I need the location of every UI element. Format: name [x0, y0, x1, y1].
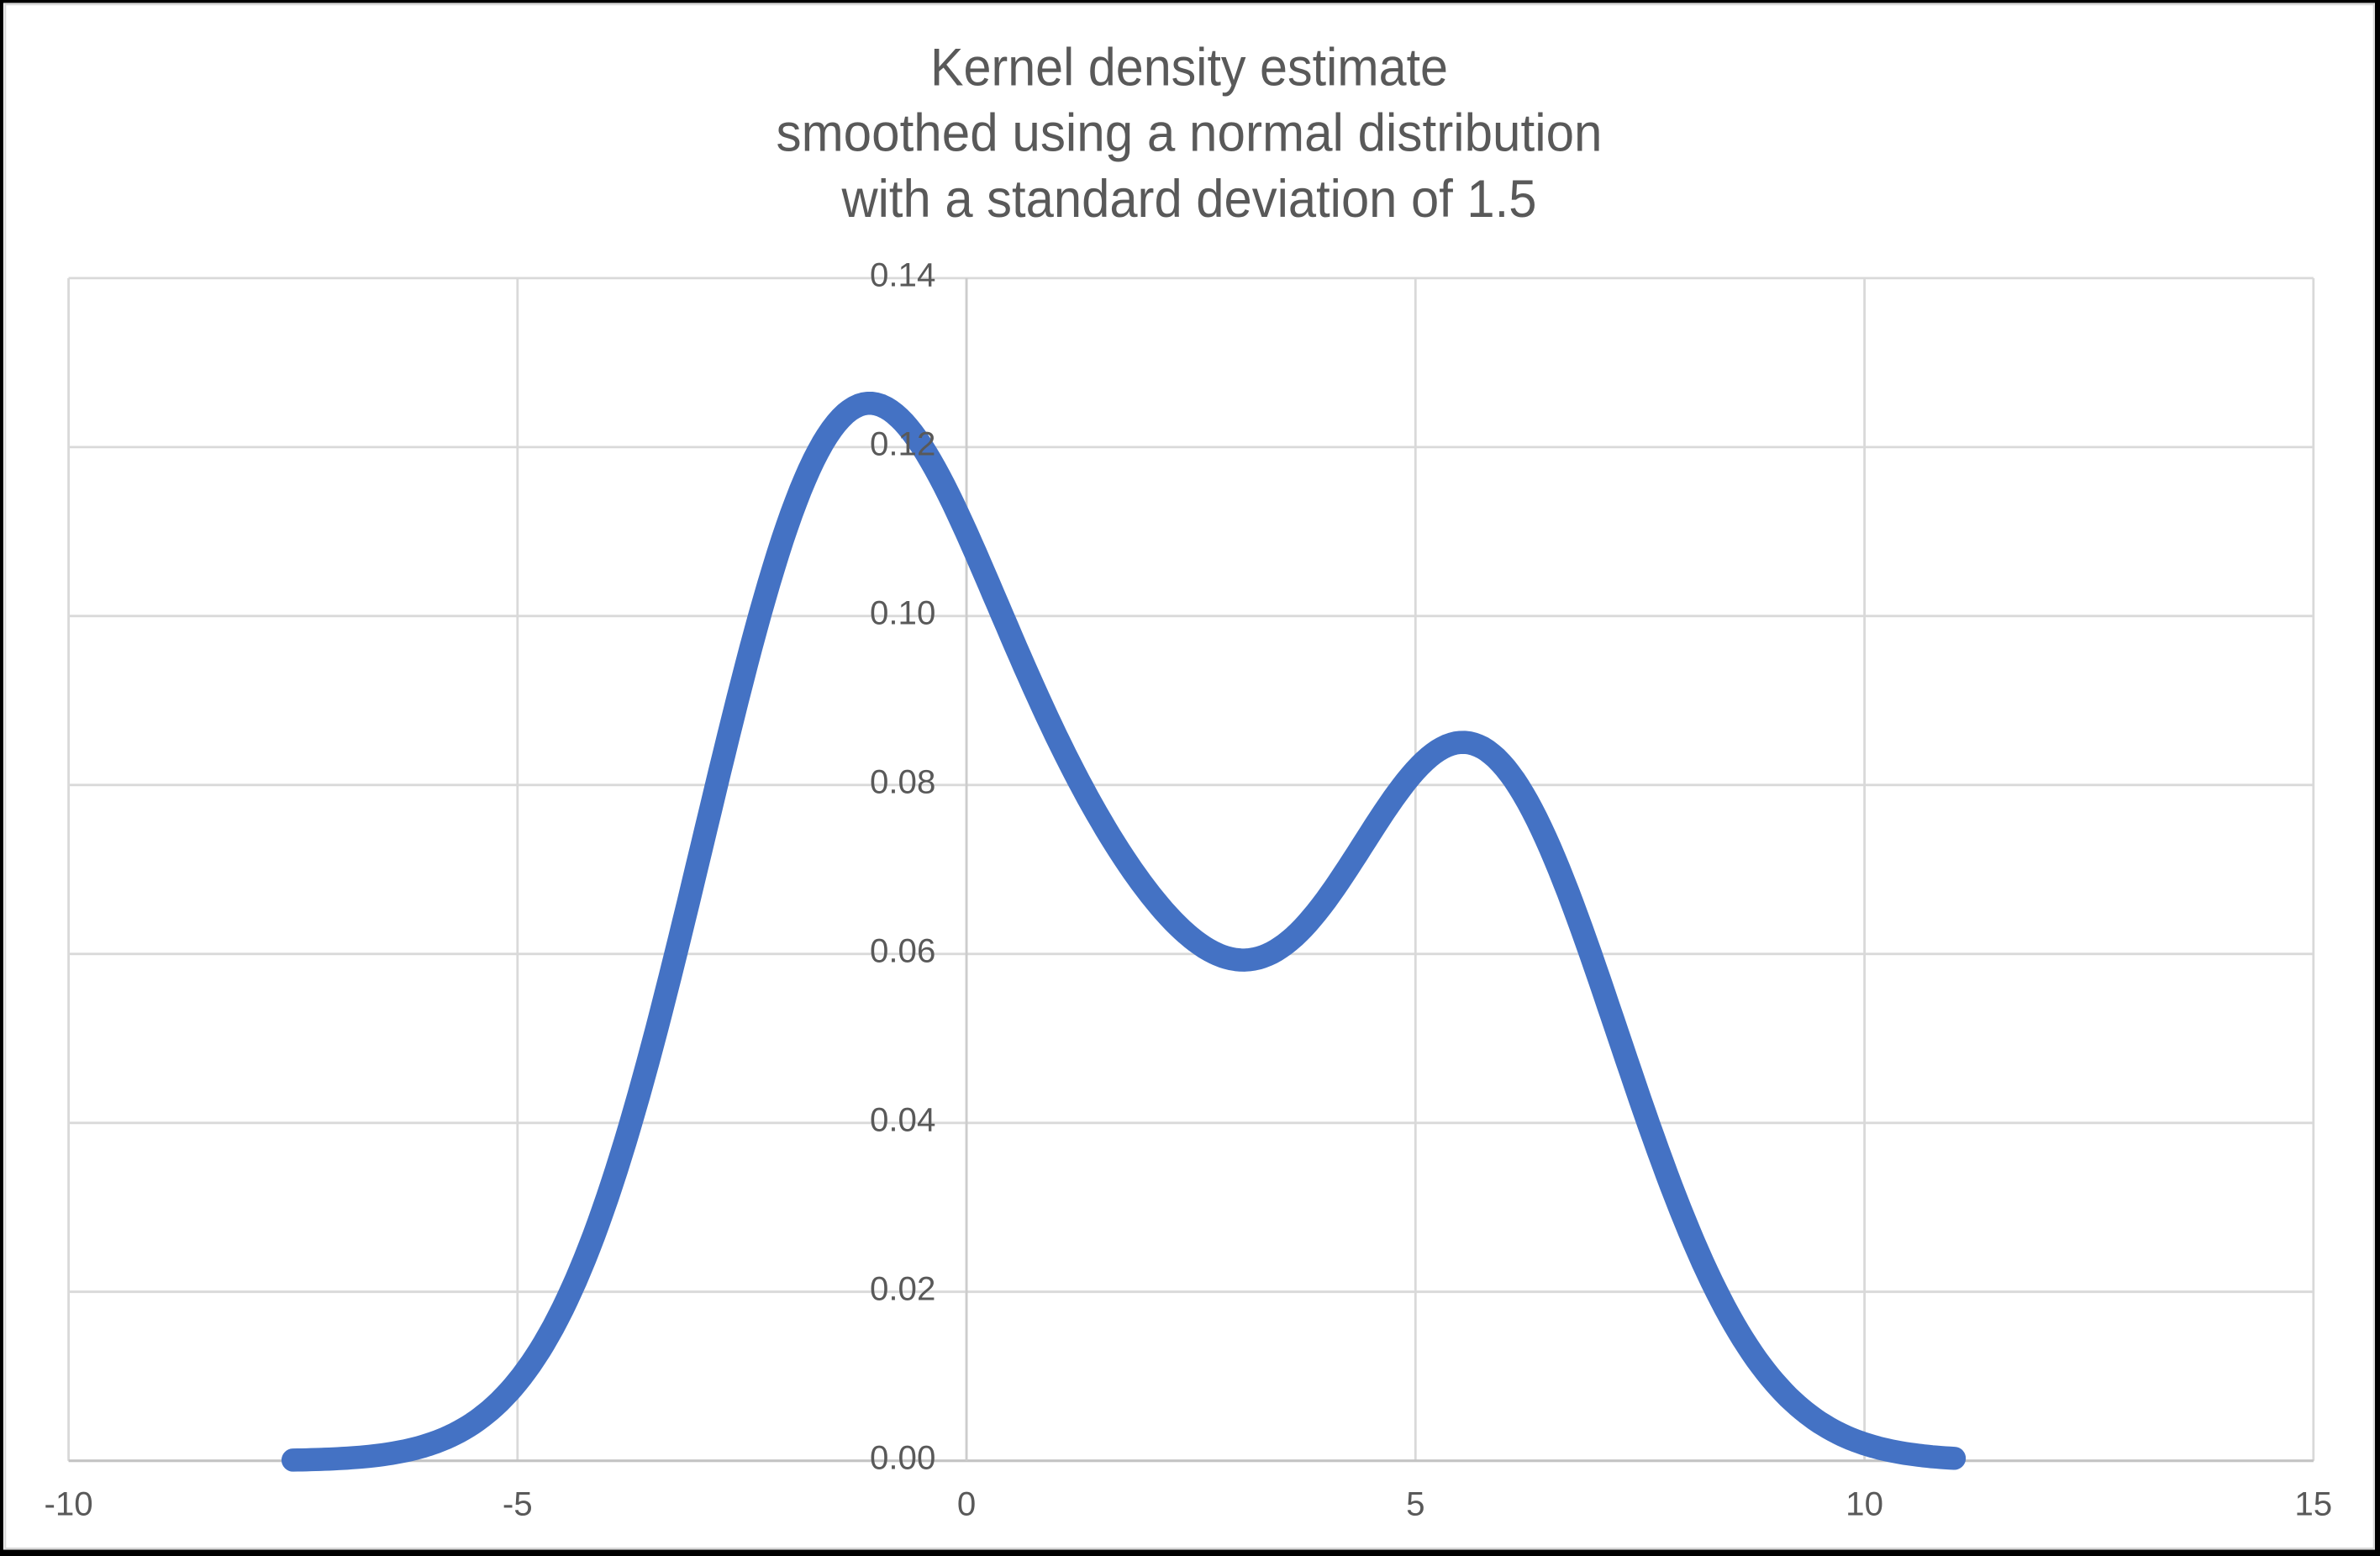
- svg-text:15: 15: [2294, 1485, 2332, 1523]
- svg-text:5: 5: [1406, 1485, 1424, 1523]
- svg-text:0.14: 0.14: [870, 256, 935, 294]
- svg-text:0.08: 0.08: [870, 763, 935, 801]
- svg-text:0.00: 0.00: [870, 1438, 935, 1476]
- svg-text:-10: -10: [44, 1485, 92, 1523]
- svg-text:Kernel density estimate: Kernel density estimate: [930, 39, 1448, 98]
- svg-text:smoothed using a normal distri: smoothed using a normal distribution: [777, 104, 1603, 163]
- svg-text:-5: -5: [503, 1485, 533, 1523]
- svg-text:0.06: 0.06: [870, 932, 935, 970]
- svg-text:0.12: 0.12: [870, 425, 935, 463]
- svg-text:0.10: 0.10: [870, 594, 935, 632]
- svg-text:10: 10: [1846, 1485, 1883, 1523]
- svg-text:0.04: 0.04: [870, 1101, 935, 1139]
- svg-text:0.02: 0.02: [870, 1269, 935, 1307]
- svg-text:0: 0: [957, 1485, 976, 1523]
- svg-text:with a standard deviation of 1: with a standard deviation of 1.5: [841, 170, 1537, 229]
